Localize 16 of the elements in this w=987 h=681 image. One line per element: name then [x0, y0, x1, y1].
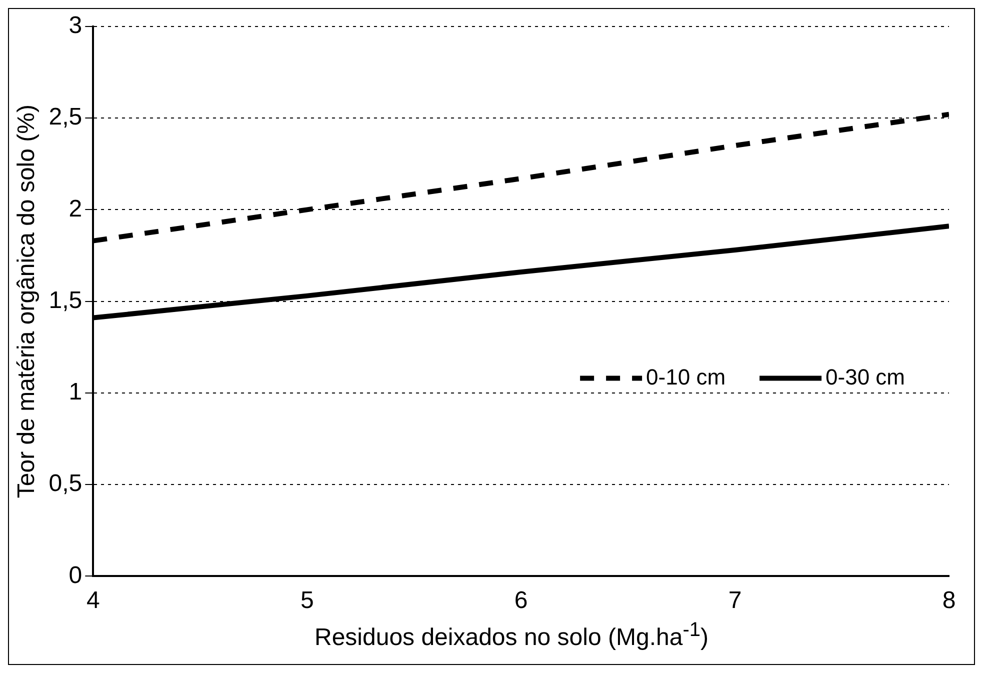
y-axis-title: Teor de matéria orgânica do solo (%) [13, 104, 40, 498]
y-tick-label: 3 [68, 12, 82, 40]
y-tick-label: 1,5 [48, 286, 82, 314]
x-axis-title: Residuos deixados no solo (Mg.ha$^{-1}$) [313, 619, 710, 653]
x-tick-label: 5 [300, 587, 314, 614]
y-tick-label: 2 [68, 195, 82, 222]
y-tick-label: 2,5 [48, 104, 82, 131]
legend-label: 0-30 cm [826, 364, 906, 390]
x-tick-label: 6 [514, 587, 528, 614]
x-tick-label: 7 [728, 587, 742, 614]
x-tick-label: 8 [942, 587, 956, 614]
y-tick-label: 0 [68, 562, 82, 589]
y-tick-label: 0,5 [48, 470, 82, 498]
legend-label: 0-10 cm [646, 364, 726, 390]
y-tick-label: 1 [68, 378, 82, 406]
x-tick-label: 4 [86, 587, 100, 614]
